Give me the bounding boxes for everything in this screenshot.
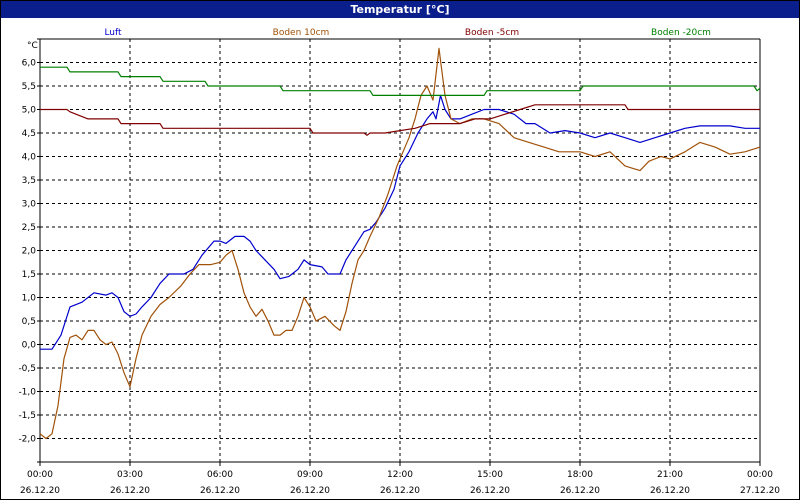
y-tick-label: 6,0: [22, 59, 37, 69]
legend-entry: Luft: [104, 28, 122, 38]
x-tick-time-label: 15:00: [477, 470, 503, 480]
x-tick-date-label: 26.12.20: [650, 486, 690, 496]
x-tick-time-label: 18:00: [567, 470, 593, 480]
chart-title: Temperatur [°C]: [1, 1, 799, 18]
y-tick-label: -1,0: [18, 388, 36, 398]
x-tick-date-label: 26.12.20: [560, 486, 600, 496]
series-line: [39, 47, 761, 440]
x-tick-date-label: 27.12.20: [740, 486, 780, 496]
legend-entry: Boden 10cm: [273, 28, 330, 38]
y-axis-unit-label: °C: [27, 41, 38, 51]
series-line: [40, 66, 761, 97]
y-tick-label: -0,5: [18, 364, 36, 374]
y-tick-label: -2,0: [18, 435, 36, 445]
x-tick-time-label: 03:00: [117, 470, 143, 480]
y-tick-label: 1,0: [22, 294, 37, 304]
legend-entry: Boden -5cm: [465, 28, 519, 38]
x-tick-date-label: 26.12.20: [200, 486, 240, 496]
x-tick-date-label: 26.12.20: [20, 486, 60, 496]
y-tick-label: 2,5: [22, 223, 36, 233]
y-tick-label: 1,5: [22, 270, 36, 280]
y-tick-label: 3,0: [22, 200, 37, 210]
y-tick-label: 5,5: [22, 82, 36, 92]
y-tick-label: 4,5: [22, 129, 36, 139]
x-tick-date-label: 26.12.20: [470, 486, 510, 496]
y-tick-label: -1,5: [18, 411, 36, 421]
y-tick-label: 0,5: [22, 317, 36, 327]
series-line: [40, 104, 760, 136]
x-tick-time-label: 21:00: [657, 470, 683, 480]
x-tick-date-label: 26.12.20: [380, 486, 420, 496]
x-tick-time-label: 06:00: [207, 470, 233, 480]
y-tick-label: 0,0: [22, 341, 37, 351]
legend-entry: Boden -20cm: [651, 28, 711, 38]
x-tick-time-label: 09:00: [297, 470, 323, 480]
x-tick-time-label: 00:00: [27, 470, 53, 480]
y-tick-label: 5,0: [22, 106, 37, 116]
series-line: [40, 94, 760, 350]
y-tick-label: 4,0: [22, 153, 37, 163]
y-tick-label: 2,0: [22, 247, 37, 257]
x-tick-date-label: 26.12.20: [290, 486, 330, 496]
x-tick-time-label: 12:00: [387, 470, 413, 480]
x-tick-date-label: 26.12.20: [110, 486, 150, 496]
x-tick-time-label: 00:00: [747, 470, 773, 480]
y-tick-label: 3,5: [22, 176, 36, 186]
